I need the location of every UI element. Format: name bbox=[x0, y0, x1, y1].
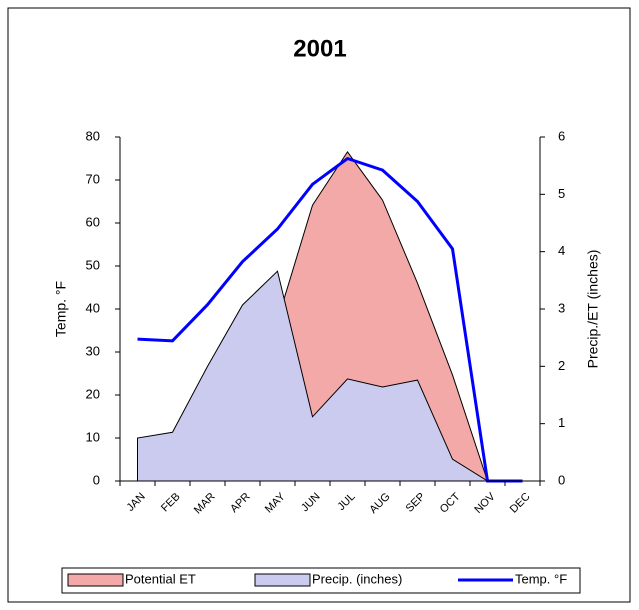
line bbox=[137, 156, 523, 483]
y-tick-label: 10 bbox=[86, 429, 100, 444]
y2-tick-label: 5 bbox=[558, 186, 565, 201]
area bbox=[137, 270, 490, 482]
y2-tick-label: 0 bbox=[558, 472, 565, 487]
y2-axis-title: Precip./ET (inches) bbox=[585, 250, 601, 369]
y2-tick-label: 4 bbox=[558, 243, 565, 258]
y-tick-label: 40 bbox=[86, 300, 100, 315]
y-axis-title: Temp. °F bbox=[53, 281, 69, 337]
y2-tick-label: 2 bbox=[558, 358, 565, 373]
legend-swatch bbox=[254, 573, 311, 587]
chart-title: 2001 bbox=[293, 35, 346, 62]
legend-label: Potential ET bbox=[125, 571, 196, 586]
y-tick-label: 50 bbox=[86, 257, 100, 272]
y2-tick-label: 6 bbox=[558, 128, 565, 143]
y-tick-label: 0 bbox=[93, 472, 100, 487]
y-tick-label: 30 bbox=[86, 343, 100, 358]
y-tick-label: 60 bbox=[86, 214, 100, 229]
y-tick-label: 20 bbox=[86, 386, 100, 401]
y-tick-label: 70 bbox=[86, 171, 100, 186]
legend-label: Precip. (inches) bbox=[312, 571, 402, 586]
y2-tick-label: 1 bbox=[558, 415, 565, 430]
y2-tick-label: 3 bbox=[558, 300, 565, 315]
legend-swatch bbox=[67, 573, 124, 587]
legend-label: Temp. °F bbox=[515, 571, 567, 586]
y-tick-label: 80 bbox=[86, 128, 100, 143]
